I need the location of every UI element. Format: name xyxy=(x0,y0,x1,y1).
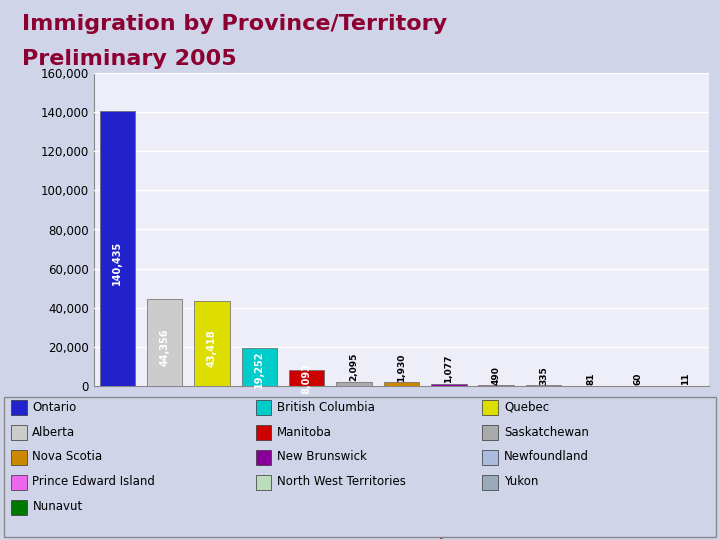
Text: 1,077: 1,077 xyxy=(444,355,454,383)
Text: Newfoundland: Newfoundland xyxy=(504,450,589,463)
Text: New Brunswick: New Brunswick xyxy=(277,450,367,463)
Text: 81: 81 xyxy=(586,373,595,386)
Text: 43,418: 43,418 xyxy=(207,329,217,367)
Text: Nova Scotia: Nova Scotia xyxy=(32,450,102,463)
Bar xyxy=(242,348,277,386)
Text: Manitoba Labour and Immigration Manitoba Labour
Manitoba Labour and Immigration
: Manitoba Labour and Immigration Manitoba… xyxy=(403,509,602,539)
Bar xyxy=(336,382,372,386)
Bar xyxy=(99,111,135,386)
Bar xyxy=(147,299,182,386)
Text: 60: 60 xyxy=(634,373,643,386)
Bar xyxy=(194,301,230,386)
Text: 2,095: 2,095 xyxy=(349,353,359,381)
Text: 44,356: 44,356 xyxy=(160,328,170,366)
Text: North West Territories: North West Territories xyxy=(277,475,406,488)
Text: Immigration by Province/Territory: Immigration by Province/Territory xyxy=(22,14,446,33)
Text: British Columbia: British Columbia xyxy=(277,401,375,414)
Text: 8,093: 8,093 xyxy=(302,363,312,394)
Text: Nunavut: Nunavut xyxy=(32,500,83,513)
Text: Prince Edward Island: Prince Edward Island xyxy=(32,475,156,488)
Text: 1,930: 1,930 xyxy=(397,353,406,382)
Bar xyxy=(289,370,325,386)
Text: 335: 335 xyxy=(539,366,548,385)
Text: Preliminary 2005: Preliminary 2005 xyxy=(22,49,236,69)
Text: 19,252: 19,252 xyxy=(254,350,264,388)
Bar xyxy=(384,382,419,386)
Text: 140,435: 140,435 xyxy=(112,240,122,285)
Text: Manitoba: Manitoba xyxy=(277,426,332,438)
Bar xyxy=(478,385,514,386)
Text: Yukon: Yukon xyxy=(504,475,539,488)
Text: Quebec: Quebec xyxy=(504,401,549,414)
Text: 490: 490 xyxy=(492,366,500,384)
Text: 11: 11 xyxy=(681,373,690,386)
Text: Saskatchewan: Saskatchewan xyxy=(504,426,589,438)
Text: Ontario: Ontario xyxy=(32,401,76,414)
Text: Alberta: Alberta xyxy=(32,426,76,438)
Bar xyxy=(431,384,467,386)
